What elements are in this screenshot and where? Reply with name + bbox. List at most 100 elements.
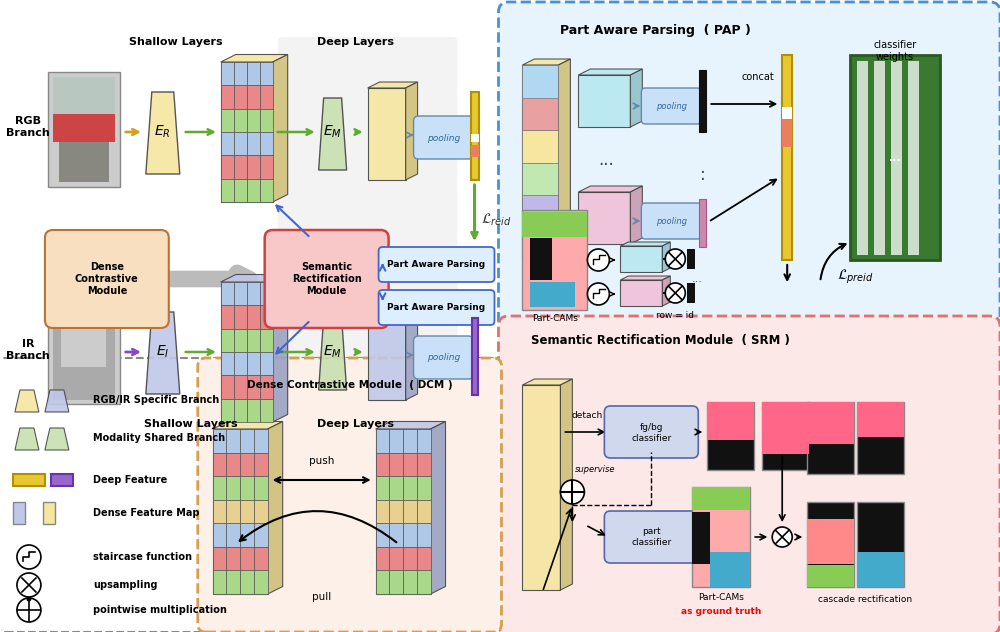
- Bar: [417, 500, 431, 523]
- Bar: [240, 571, 254, 594]
- Bar: [782, 107, 792, 119]
- Bar: [874, 61, 885, 255]
- Polygon shape: [368, 88, 406, 180]
- Bar: [522, 195, 558, 228]
- Text: concat: concat: [742, 72, 775, 82]
- Polygon shape: [522, 59, 570, 65]
- Text: Shallow Layers: Shallow Layers: [129, 37, 223, 47]
- Bar: [417, 523, 431, 547]
- Bar: [522, 212, 587, 237]
- Polygon shape: [319, 98, 347, 170]
- Bar: [389, 523, 403, 547]
- Bar: [59, 140, 109, 182]
- Text: ...: ...: [692, 274, 703, 284]
- FancyBboxPatch shape: [379, 247, 494, 282]
- Bar: [221, 282, 234, 305]
- Polygon shape: [45, 390, 69, 412]
- Bar: [213, 453, 226, 476]
- Bar: [260, 375, 273, 399]
- Bar: [891, 61, 902, 255]
- Bar: [240, 523, 254, 547]
- Text: Dense
Contrastive
Module: Dense Contrastive Module: [75, 262, 139, 296]
- Bar: [857, 502, 904, 587]
- Polygon shape: [522, 65, 558, 260]
- Text: Dense Feature Map: Dense Feature Map: [93, 508, 199, 518]
- Bar: [247, 305, 260, 329]
- Polygon shape: [522, 379, 572, 385]
- Bar: [254, 429, 268, 453]
- Circle shape: [26, 597, 31, 602]
- Bar: [471, 134, 479, 142]
- Bar: [807, 565, 854, 587]
- Bar: [807, 519, 854, 564]
- FancyBboxPatch shape: [414, 116, 474, 159]
- Circle shape: [17, 573, 41, 597]
- Bar: [389, 476, 403, 500]
- Bar: [692, 487, 750, 510]
- FancyBboxPatch shape: [48, 72, 120, 187]
- FancyBboxPatch shape: [604, 511, 698, 563]
- Polygon shape: [620, 242, 670, 246]
- Bar: [807, 502, 854, 587]
- Bar: [43, 502, 55, 524]
- Polygon shape: [146, 92, 180, 174]
- Polygon shape: [620, 246, 662, 272]
- Text: detach: detach: [572, 411, 603, 420]
- Circle shape: [17, 545, 41, 569]
- Bar: [247, 179, 260, 202]
- Bar: [247, 62, 260, 85]
- Bar: [908, 61, 919, 255]
- Bar: [403, 453, 417, 476]
- Bar: [710, 552, 750, 587]
- Bar: [807, 402, 854, 444]
- Bar: [530, 282, 575, 307]
- Bar: [260, 85, 273, 109]
- Bar: [857, 402, 904, 474]
- Bar: [254, 476, 268, 500]
- Bar: [522, 228, 558, 260]
- Polygon shape: [578, 192, 630, 244]
- Bar: [707, 402, 754, 470]
- Text: $\mathbf{\mathit{E}}_M$: $\mathbf{\mathit{E}}_M$: [323, 124, 342, 140]
- Bar: [522, 210, 587, 310]
- Text: Part Aware Parsing  ( PAP ): Part Aware Parsing ( PAP ): [560, 24, 751, 37]
- Bar: [240, 500, 254, 523]
- Bar: [13, 502, 25, 524]
- Bar: [389, 453, 403, 476]
- Text: pull: pull: [312, 592, 331, 602]
- Bar: [417, 476, 431, 500]
- Text: Shallow Layers: Shallow Layers: [144, 419, 238, 429]
- Text: supervise: supervise: [575, 466, 616, 475]
- Bar: [403, 571, 417, 594]
- Bar: [221, 305, 234, 329]
- Text: upsampling: upsampling: [93, 580, 157, 590]
- Bar: [240, 429, 254, 453]
- Bar: [692, 487, 750, 587]
- Text: IR
Branch: IR Branch: [6, 339, 50, 361]
- Bar: [247, 109, 260, 132]
- Bar: [699, 199, 706, 247]
- Text: ...: ...: [889, 153, 901, 163]
- Bar: [389, 571, 403, 594]
- FancyBboxPatch shape: [278, 37, 458, 422]
- Polygon shape: [376, 422, 446, 429]
- Text: push: push: [309, 456, 334, 466]
- Bar: [376, 500, 389, 523]
- Bar: [247, 375, 260, 399]
- Bar: [376, 453, 389, 476]
- Bar: [226, 523, 240, 547]
- Text: cascade rectification: cascade rectification: [818, 595, 912, 604]
- Bar: [61, 312, 106, 367]
- Bar: [226, 453, 240, 476]
- Bar: [213, 476, 226, 500]
- Bar: [221, 352, 234, 375]
- Bar: [530, 238, 552, 280]
- Polygon shape: [221, 62, 273, 202]
- Polygon shape: [213, 422, 283, 429]
- Circle shape: [17, 598, 41, 622]
- FancyBboxPatch shape: [0, 358, 498, 632]
- Bar: [260, 155, 273, 179]
- Text: part
classifier: part classifier: [631, 527, 671, 547]
- Bar: [221, 179, 234, 202]
- Bar: [247, 352, 260, 375]
